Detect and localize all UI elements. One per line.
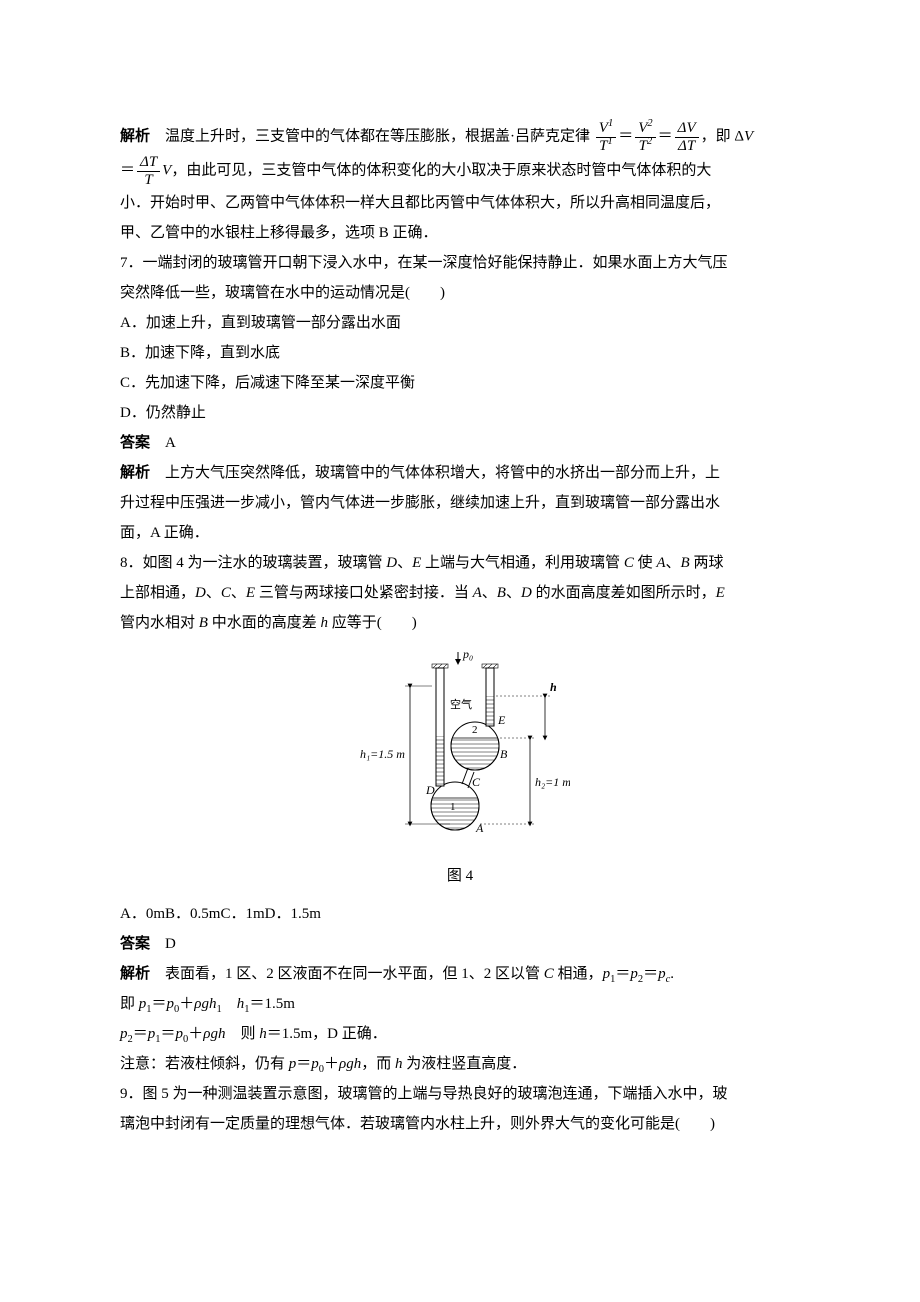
- q7-analysis-line3: 面，A 正确．: [120, 518, 800, 548]
- label-D: D: [425, 783, 435, 797]
- label-E: E: [497, 713, 506, 727]
- fraction-v2-t2: V2 T2: [635, 120, 655, 154]
- sec6-analysis-line3: 小．开始时甲、乙两管中气体体积一样大且都比丙管中气体体积大，所以升高相同温度后，: [120, 188, 800, 218]
- label-A: A: [475, 821, 484, 835]
- q7-option-d: D．仍然静止: [120, 398, 800, 428]
- sec6-analysis-line4: 甲、乙管中的水银柱上移得最多，选项 B 正确．: [120, 218, 800, 248]
- q7-stem-line2: 突然降低一些，玻璃管在水中的运动情况是( ): [120, 278, 800, 308]
- analysis-label: 解析: [120, 127, 150, 144]
- q8-stem-line2: 上部相通，D、C、E 三管与两球接口处紧密封接．当 A、B、D 的水面高度差如图…: [120, 578, 800, 608]
- label-C: C: [472, 775, 481, 789]
- q7-option-b: B．加速下降，直到水底: [120, 338, 800, 368]
- q8-eq-line2: p2＝p1＝p0＋ρgh 则 h＝1.5m，D 正确．: [120, 1019, 800, 1049]
- label-1: 1: [450, 801, 456, 813]
- q7-option-c: C．先加速下降，后减速下降至某一深度平衡: [120, 368, 800, 398]
- figure-4: p₀ 空气 h₁=1.5 m h₂=1 m h A B C D E 1 2 图 …: [120, 646, 800, 891]
- h-label: h: [550, 680, 557, 694]
- q7-answer: 答案 A: [120, 428, 800, 458]
- q9-stem-line1: 9．图 5 为一种测温装置示意图，玻璃管的上端与导热良好的玻璃泡连通，下端插入水…: [120, 1079, 800, 1109]
- q7-analysis-line1: 解析 上方大气压突然降低，玻璃管中的气体体积增大，将管中的水挤出一部分而上升，上: [120, 458, 800, 488]
- fraction-dv-dt: ΔV ΔT: [675, 120, 699, 154]
- sec6-analysis-line2: ＝ ΔT T V，由此可见，三支管中气体的体积变化的大小取决于原来状态时管中气体…: [120, 154, 800, 188]
- q8-stem-line1: 8．如图 4 为一注水的玻璃装置，玻璃管 D、E 上端与大气相通，利用玻璃管 C…: [120, 548, 800, 578]
- diagram-svg: p₀ 空气 h₁=1.5 m h₂=1 m h A B C D E 1 2: [350, 646, 570, 846]
- q8-analysis-line1: 解析 表面看，1 区、2 区液面不在同一水平面，但 1、2 区以管 C 相通，p…: [120, 959, 800, 989]
- h1-label: h₁=1.5 m: [360, 747, 405, 761]
- p0-label: p₀: [462, 647, 473, 661]
- q8-note: 注意：若液柱倾斜，仍有 p＝p0＋ρgh，而 h 为液柱竖直高度．: [120, 1049, 800, 1079]
- q8-stem-line3: 管内水相对 B 中水面的高度差 h 应等于( ): [120, 608, 800, 638]
- q9-stem-line2: 璃泡中封闭有一定质量的理想气体．若玻璃管内水柱上升，则外界大气的变化可能是( ): [120, 1109, 800, 1139]
- label-2: 2: [472, 724, 478, 736]
- q8-eq-line1: 即 p1＝p0＋ρgh1 h1＝1.5m: [120, 989, 800, 1019]
- q8-options: A．0mB．0.5mC．1mD．1.5m: [120, 899, 800, 929]
- fraction-dt-t: ΔT T: [137, 154, 160, 188]
- h2-label: h₂=1 m: [535, 775, 570, 789]
- q7-stem-line1: 7．一端封闭的玻璃管开口朝下浸入水中，在某一深度恰好能保持静止．如果水面上方大气…: [120, 248, 800, 278]
- air-label: 空气: [450, 697, 472, 711]
- sec6-analysis-line1: 解析 温度上升时，三支管中的气体都在等压膨胀，根据盖·吕萨克定律 V1 T1 ＝…: [120, 120, 800, 154]
- q7-analysis-line2: 升过程中压强进一步减小，管内气体进一步膨胀，继续加速上升，直到玻璃管一部分露出水: [120, 488, 800, 518]
- q8-answer: 答案 D: [120, 929, 800, 959]
- figure-4-caption: 图 4: [120, 861, 800, 891]
- label-B: B: [500, 747, 508, 761]
- q7-option-a: A．加速上升，直到玻璃管一部分露出水面: [120, 308, 800, 338]
- fraction-v1-t1: V1 T1: [596, 120, 616, 154]
